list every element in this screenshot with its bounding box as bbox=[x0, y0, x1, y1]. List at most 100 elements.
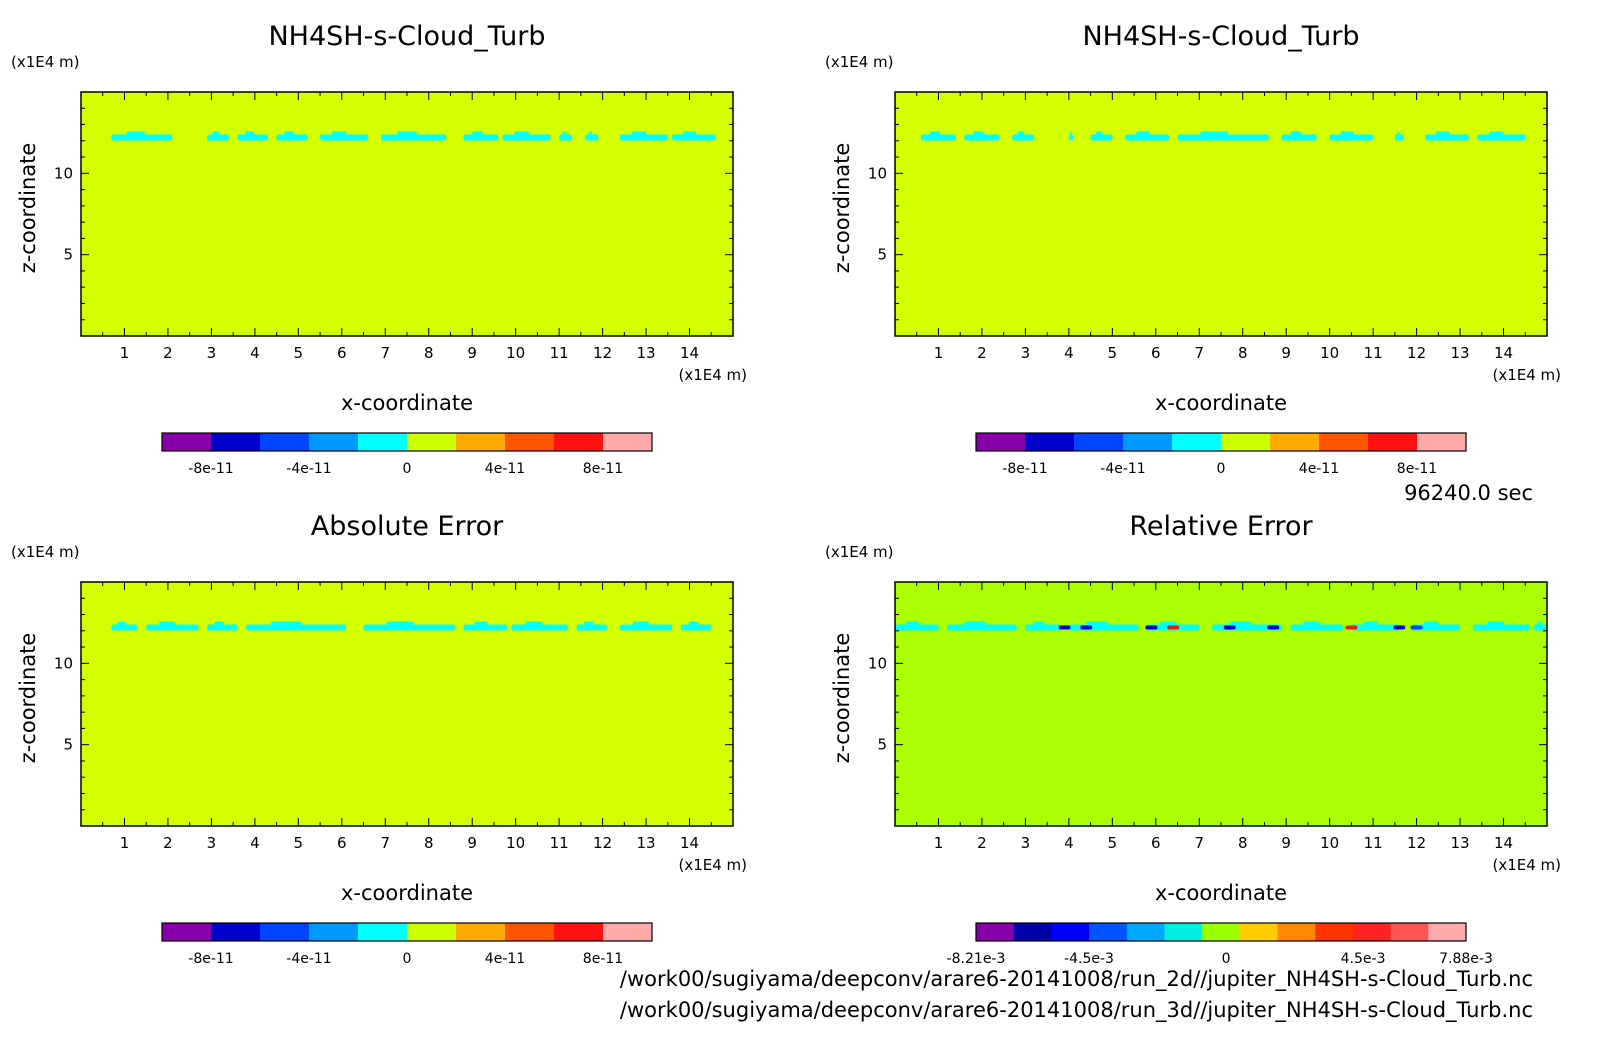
band-segment bbox=[511, 624, 568, 631]
band-segment bbox=[1351, 624, 1400, 631]
x-tick-label: 5 bbox=[294, 834, 304, 852]
band-segment-top bbox=[1436, 131, 1450, 136]
band-segment-top bbox=[1424, 621, 1439, 626]
band-spot bbox=[1223, 625, 1236, 630]
x-tick-label: 14 bbox=[1494, 344, 1513, 362]
x-tick-label: 10 bbox=[1320, 834, 1339, 852]
band-segment-top bbox=[973, 131, 984, 136]
colorbar-swatch bbox=[1202, 923, 1241, 941]
colorbar-frame bbox=[975, 432, 1467, 452]
band-segment-top bbox=[514, 131, 529, 136]
colorbar-tick-label: -8e-11 bbox=[1002, 461, 1047, 477]
band-segment bbox=[1290, 624, 1343, 631]
x-tick-label: 10 bbox=[1320, 344, 1339, 362]
x-tick-label: 3 bbox=[1021, 834, 1031, 852]
band-segment bbox=[463, 134, 499, 141]
band-segment bbox=[276, 134, 308, 141]
plot-title: NH4SH-s-Cloud_Turb bbox=[1082, 21, 1359, 52]
band-segment bbox=[1090, 134, 1113, 141]
x-tick-label: 7 bbox=[1194, 344, 1204, 362]
colorbar-frame bbox=[161, 922, 653, 942]
band-segment bbox=[921, 134, 956, 141]
band-segment-top bbox=[633, 621, 649, 626]
colorbar-tick-label: 4e-11 bbox=[1299, 461, 1339, 477]
colorbar-tick-label: 0 bbox=[403, 461, 412, 477]
x-tick-label: 13 bbox=[1451, 834, 1470, 852]
x-tick-label: 3 bbox=[207, 344, 217, 362]
y-tick-label: 5 bbox=[63, 246, 73, 264]
band-segment bbox=[619, 134, 668, 141]
plot-field bbox=[895, 582, 1547, 826]
colorbar-swatch bbox=[309, 433, 359, 451]
band-segment bbox=[1412, 624, 1461, 631]
x-tick-label: 4 bbox=[250, 344, 260, 362]
band-segment bbox=[895, 624, 939, 631]
x-tick-label: 6 bbox=[1151, 344, 1161, 362]
band-segment-top bbox=[1489, 131, 1504, 136]
x-tick-label: 8 bbox=[424, 344, 434, 362]
band-segment-top bbox=[1200, 131, 1228, 136]
band-segment bbox=[1425, 134, 1469, 141]
y-axis-title: z-coordinate bbox=[16, 143, 40, 274]
band-segment-top bbox=[631, 131, 647, 136]
x-tick-label: 12 bbox=[1407, 834, 1426, 852]
colorbar-swatch bbox=[162, 433, 212, 451]
colorbar-swatch bbox=[1390, 923, 1429, 941]
colorbar-swatch bbox=[505, 923, 555, 941]
band-segment bbox=[463, 624, 507, 631]
band-segment-top bbox=[117, 621, 126, 626]
colorbar-swatch bbox=[407, 923, 457, 941]
y-unit-label: (x1E4 m) bbox=[11, 53, 80, 71]
y-unit-label: (x1E4 m) bbox=[11, 543, 80, 561]
colorbar-swatch bbox=[603, 433, 653, 451]
band-segment-top bbox=[1229, 621, 1251, 626]
band-segment bbox=[1329, 134, 1374, 141]
band-segment bbox=[1533, 624, 1547, 631]
band-segment-top bbox=[683, 131, 697, 136]
colorbar-tick-label: 7.88e-3 bbox=[1439, 951, 1493, 967]
band-segment-top bbox=[386, 621, 414, 626]
band-segment bbox=[619, 624, 673, 631]
band-segment-top bbox=[1136, 131, 1150, 136]
x-tick-label: 7 bbox=[1194, 834, 1204, 852]
band-segment bbox=[1177, 134, 1269, 141]
band-segment-top bbox=[964, 621, 986, 626]
band-segment bbox=[1394, 134, 1404, 141]
band-segment-top bbox=[588, 131, 593, 136]
x-tick-label: 9 bbox=[467, 344, 477, 362]
colorbar-swatch bbox=[260, 433, 310, 451]
y-axis-title: z-coordinate bbox=[16, 633, 40, 764]
chart-panel-4: Relative Error(x1E4 m)1 2 3 4 5 6 7 8 9 10 11 12 13 1… bbox=[825, 511, 1561, 967]
x-axis-title: x-coordinate bbox=[341, 881, 473, 905]
x-unit-label: (x1E4 m) bbox=[678, 856, 747, 874]
band-segment bbox=[207, 624, 238, 631]
band-segment-top bbox=[284, 131, 294, 136]
colorbar-swatch bbox=[260, 923, 310, 941]
band-segment bbox=[207, 134, 229, 141]
x-tick-label: 3 bbox=[1021, 344, 1031, 362]
footer-path-2d: /work00/sugiyama/deepconv/arare6-2014100… bbox=[620, 967, 1533, 992]
x-tick-label: 2 bbox=[977, 834, 987, 852]
band-segment bbox=[1012, 134, 1035, 141]
band-segment-top bbox=[1069, 131, 1072, 136]
colorbar-swatch bbox=[1123, 433, 1173, 451]
colorbar-swatch bbox=[1277, 923, 1316, 941]
y-tick-label: 5 bbox=[877, 246, 887, 264]
plot-title: NH4SH-s-Cloud_Turb bbox=[268, 21, 545, 52]
x-tick-label: 1 bbox=[120, 344, 130, 362]
x-tick-label: 8 bbox=[1238, 834, 1248, 852]
colorbar-swatch bbox=[554, 923, 604, 941]
colorbar-tick-label: 8e-11 bbox=[1397, 461, 1437, 477]
colorbar-swatch bbox=[1025, 433, 1075, 451]
colorbar-swatch bbox=[1368, 433, 1418, 451]
plot-field bbox=[81, 92, 733, 336]
colorbar-swatch bbox=[1074, 433, 1124, 451]
band-spot bbox=[1267, 625, 1280, 630]
band-segment-top bbox=[245, 131, 255, 136]
band-segment bbox=[559, 134, 573, 141]
colorbar-frame bbox=[975, 922, 1467, 942]
band-segment bbox=[1068, 134, 1074, 141]
band-spot bbox=[1345, 625, 1358, 630]
y-tick-label: 10 bbox=[54, 654, 73, 672]
